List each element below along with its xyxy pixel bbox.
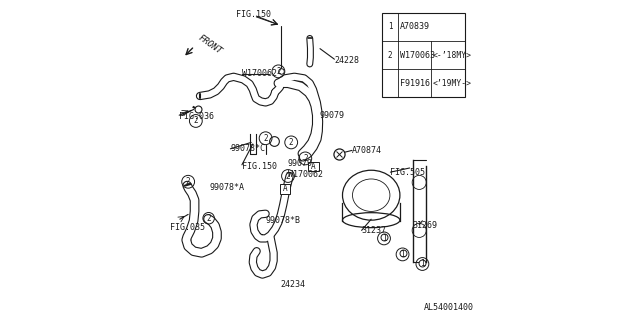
Text: 1: 1 — [420, 260, 425, 268]
Text: W170063: W170063 — [399, 51, 435, 60]
Text: FIG.035: FIG.035 — [170, 223, 205, 232]
Text: AL54001400: AL54001400 — [424, 303, 474, 312]
Text: FIG.505: FIG.505 — [390, 168, 426, 177]
Text: F91916: F91916 — [399, 79, 429, 88]
Text: 2: 2 — [193, 116, 198, 125]
Text: <’19MY->: <’19MY-> — [433, 79, 472, 88]
Text: 99079: 99079 — [320, 111, 345, 120]
Text: <-’18MY>: <-’18MY> — [433, 51, 472, 60]
Text: 31269: 31269 — [413, 221, 438, 230]
Text: 1: 1 — [400, 250, 405, 259]
Text: 2: 2 — [206, 214, 211, 223]
Bar — [308, 162, 319, 171]
Text: 2: 2 — [285, 172, 291, 180]
Text: A70839: A70839 — [399, 22, 429, 31]
Text: W170062: W170062 — [242, 69, 276, 78]
Text: FRONT: FRONT — [197, 33, 224, 56]
Text: A: A — [282, 184, 287, 193]
Text: 24228: 24228 — [334, 56, 360, 65]
Text: 99079: 99079 — [288, 159, 313, 168]
Text: FIG.150: FIG.150 — [236, 10, 271, 19]
Text: 99078*A: 99078*A — [210, 183, 244, 192]
Text: 2: 2 — [263, 134, 268, 143]
Text: FIG.150: FIG.150 — [242, 162, 276, 171]
Text: 2: 2 — [289, 138, 294, 147]
Text: 2: 2 — [388, 51, 392, 60]
Bar — [383, 13, 465, 97]
Text: 31237: 31237 — [362, 226, 387, 235]
Text: A70874: A70874 — [352, 146, 382, 155]
Text: 2: 2 — [276, 67, 281, 76]
Text: A: A — [311, 162, 316, 171]
Text: FIG.036: FIG.036 — [179, 112, 214, 121]
Text: 1: 1 — [381, 234, 387, 243]
Text: 2: 2 — [186, 177, 191, 186]
Bar — [280, 184, 290, 194]
Text: W170062: W170062 — [288, 170, 323, 179]
Text: 2: 2 — [303, 154, 308, 163]
Text: 1: 1 — [388, 22, 392, 31]
Text: 99078*B: 99078*B — [266, 216, 301, 225]
Text: 99078*C: 99078*C — [230, 144, 266, 153]
Text: 24234: 24234 — [280, 280, 305, 289]
